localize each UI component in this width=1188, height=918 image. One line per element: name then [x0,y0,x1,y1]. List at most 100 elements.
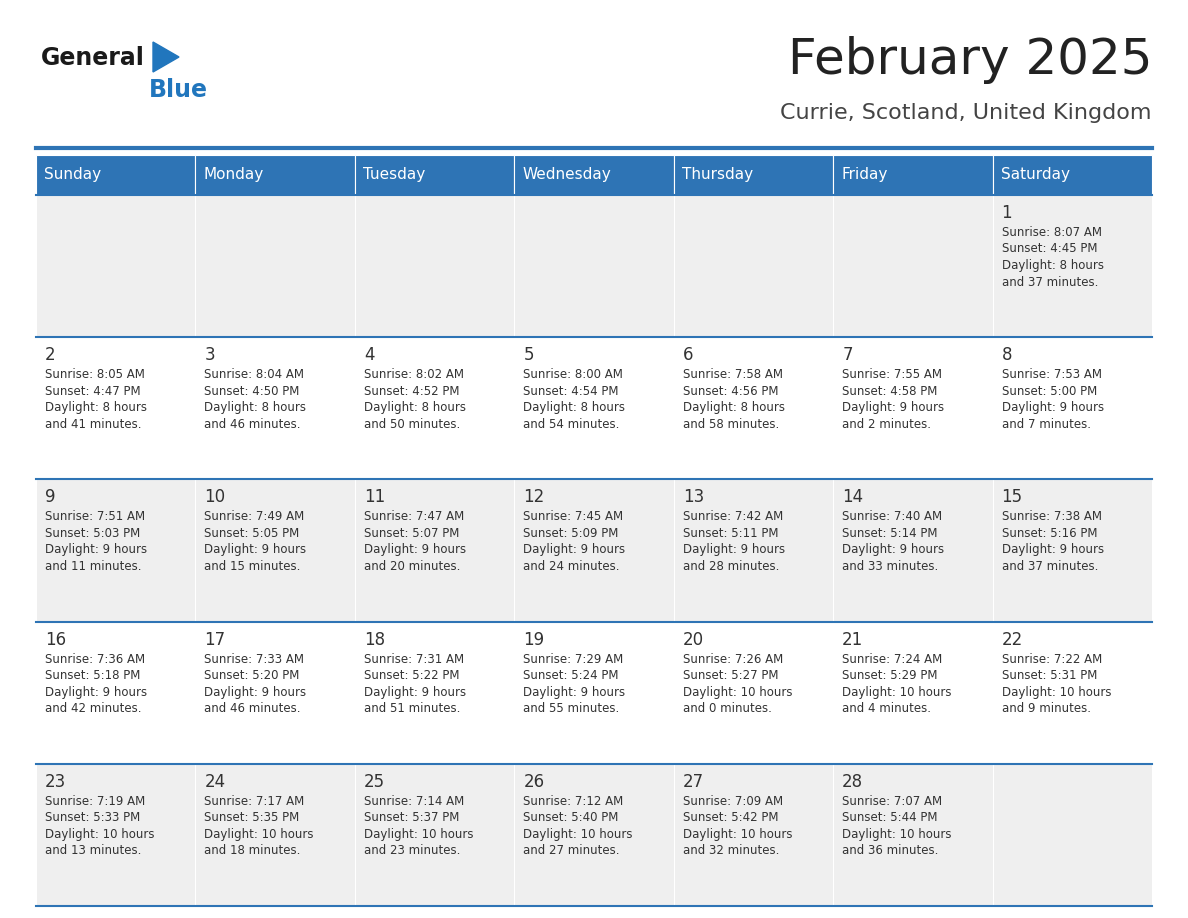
Text: Daylight: 9 hours: Daylight: 9 hours [523,686,625,699]
Text: and 27 minutes.: and 27 minutes. [523,845,620,857]
Text: and 4 minutes.: and 4 minutes. [842,702,931,715]
Text: 27: 27 [683,773,703,790]
Text: Daylight: 10 hours: Daylight: 10 hours [45,828,154,841]
Text: 26: 26 [523,773,544,790]
Text: Currie, Scotland, United Kingdom: Currie, Scotland, United Kingdom [781,103,1152,123]
Bar [992,621,1152,764]
Text: Daylight: 10 hours: Daylight: 10 hours [683,828,792,841]
Text: Sunrise: 7:58 AM: Sunrise: 7:58 AM [683,368,783,381]
Text: 17: 17 [204,631,226,649]
Bar [36,337,196,479]
Text: Sunset: 4:56 PM: Sunset: 4:56 PM [683,385,778,397]
Text: Daylight: 9 hours: Daylight: 9 hours [204,686,307,699]
Text: and 37 minutes.: and 37 minutes. [1001,275,1098,288]
Bar [674,764,833,906]
Text: Sunrise: 8:04 AM: Sunrise: 8:04 AM [204,368,304,381]
Bar [833,479,992,621]
Text: Monday: Monday [203,167,264,183]
Text: Daylight: 10 hours: Daylight: 10 hours [842,686,952,699]
Text: Sunrise: 7:33 AM: Sunrise: 7:33 AM [204,653,304,666]
Text: and 55 minutes.: and 55 minutes. [523,702,619,715]
Text: 24: 24 [204,773,226,790]
Text: Sunset: 5:44 PM: Sunset: 5:44 PM [842,812,937,824]
Text: Sunrise: 7:51 AM: Sunrise: 7:51 AM [45,510,145,523]
Text: Sunrise: 7:40 AM: Sunrise: 7:40 AM [842,510,942,523]
Text: February 2025: February 2025 [788,36,1152,84]
Text: and 23 minutes.: and 23 minutes. [364,845,460,857]
Text: Sunrise: 7:09 AM: Sunrise: 7:09 AM [683,795,783,808]
Text: and 9 minutes.: and 9 minutes. [1001,702,1091,715]
Text: Daylight: 9 hours: Daylight: 9 hours [842,543,944,556]
Text: Sunset: 5:35 PM: Sunset: 5:35 PM [204,812,299,824]
Text: 21: 21 [842,631,864,649]
Text: Daylight: 8 hours: Daylight: 8 hours [523,401,625,414]
Text: Daylight: 10 hours: Daylight: 10 hours [1001,686,1111,699]
Text: Sunset: 5:11 PM: Sunset: 5:11 PM [683,527,778,540]
Text: and 50 minutes.: and 50 minutes. [364,418,460,431]
Bar [674,479,833,621]
Text: and 32 minutes.: and 32 minutes. [683,845,779,857]
Text: Sunrise: 7:38 AM: Sunrise: 7:38 AM [1001,510,1101,523]
Text: Sunrise: 8:07 AM: Sunrise: 8:07 AM [1001,226,1101,239]
Text: 11: 11 [364,488,385,507]
Text: Sunrise: 7:49 AM: Sunrise: 7:49 AM [204,510,304,523]
Bar [355,195,514,337]
Text: 16: 16 [45,631,67,649]
Text: 4: 4 [364,346,374,364]
Text: 15: 15 [1001,488,1023,507]
Text: General: General [42,46,145,70]
Text: Sunset: 5:33 PM: Sunset: 5:33 PM [45,812,140,824]
Bar [674,337,833,479]
Text: and 28 minutes.: and 28 minutes. [683,560,779,573]
Text: and 2 minutes.: and 2 minutes. [842,418,931,431]
Text: Sunrise: 7:14 AM: Sunrise: 7:14 AM [364,795,465,808]
Text: Daylight: 8 hours: Daylight: 8 hours [45,401,147,414]
Text: Sunset: 4:54 PM: Sunset: 4:54 PM [523,385,619,397]
Bar [992,764,1152,906]
Text: Daylight: 9 hours: Daylight: 9 hours [1001,543,1104,556]
Text: and 54 minutes.: and 54 minutes. [523,418,620,431]
Text: 1: 1 [1001,204,1012,222]
Text: Daylight: 8 hours: Daylight: 8 hours [1001,259,1104,272]
Text: and 36 minutes.: and 36 minutes. [842,845,939,857]
Bar [833,195,992,337]
Text: Tuesday: Tuesday [362,167,425,183]
Bar [514,337,674,479]
Text: Sunset: 5:29 PM: Sunset: 5:29 PM [842,669,937,682]
Text: Sunrise: 7:12 AM: Sunrise: 7:12 AM [523,795,624,808]
Text: and 58 minutes.: and 58 minutes. [683,418,779,431]
Text: Daylight: 9 hours: Daylight: 9 hours [842,401,944,414]
Text: Daylight: 9 hours: Daylight: 9 hours [1001,401,1104,414]
Text: Daylight: 8 hours: Daylight: 8 hours [204,401,307,414]
Text: Daylight: 9 hours: Daylight: 9 hours [364,543,466,556]
Text: Sunrise: 7:55 AM: Sunrise: 7:55 AM [842,368,942,381]
Bar [992,155,1152,195]
Bar [833,621,992,764]
Text: Sunrise: 7:42 AM: Sunrise: 7:42 AM [683,510,783,523]
Text: 28: 28 [842,773,864,790]
Bar [674,195,833,337]
Text: 7: 7 [842,346,853,364]
Text: 5: 5 [523,346,533,364]
Text: and 20 minutes.: and 20 minutes. [364,560,460,573]
Text: Daylight: 9 hours: Daylight: 9 hours [523,543,625,556]
Bar [992,479,1152,621]
Text: Blue: Blue [148,78,208,102]
Bar [36,155,196,195]
Bar [355,155,514,195]
Bar [514,195,674,337]
Bar [674,155,833,195]
Text: Sunrise: 8:02 AM: Sunrise: 8:02 AM [364,368,463,381]
Text: Sunrise: 7:26 AM: Sunrise: 7:26 AM [683,653,783,666]
Text: Sunday: Sunday [44,167,101,183]
Bar [196,195,355,337]
Text: 20: 20 [683,631,703,649]
Bar [833,337,992,479]
Text: and 37 minutes.: and 37 minutes. [1001,560,1098,573]
Text: 25: 25 [364,773,385,790]
Text: Sunset: 4:50 PM: Sunset: 4:50 PM [204,385,299,397]
Text: Sunset: 4:47 PM: Sunset: 4:47 PM [45,385,140,397]
Bar [36,621,196,764]
Bar [196,155,355,195]
Text: Sunrise: 7:29 AM: Sunrise: 7:29 AM [523,653,624,666]
